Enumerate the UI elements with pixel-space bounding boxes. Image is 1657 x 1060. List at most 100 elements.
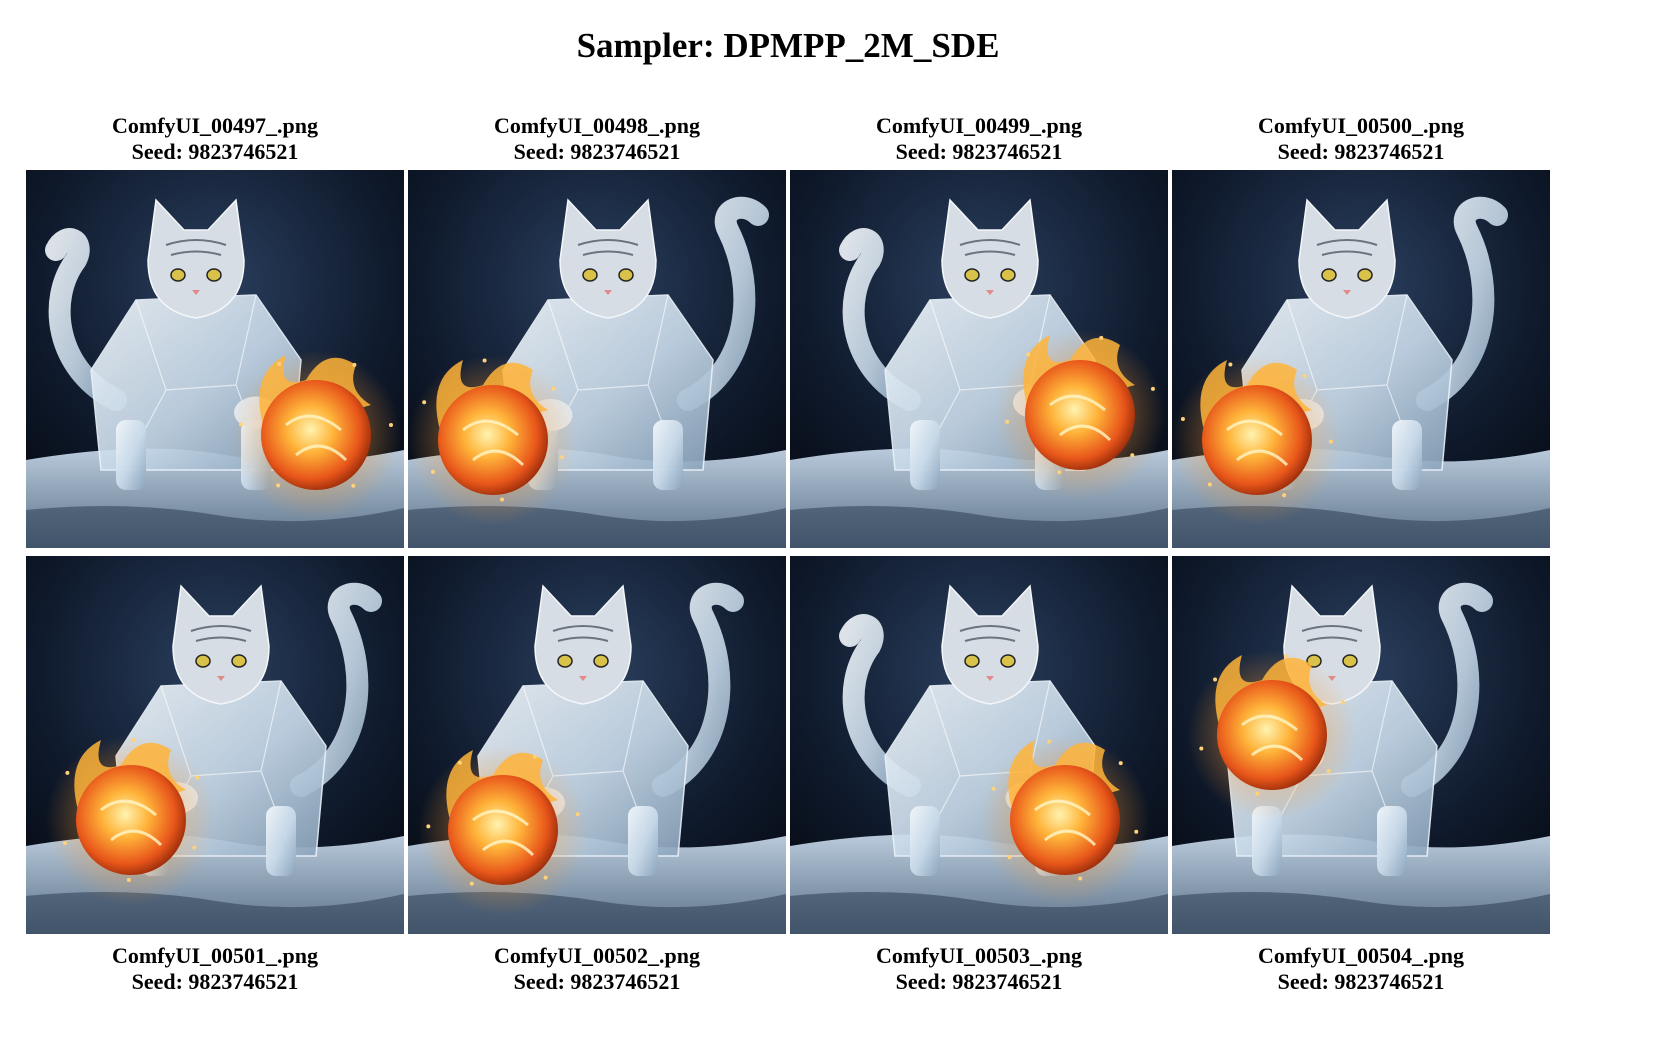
cat-leg: [910, 806, 940, 876]
ice-cat-fireball-image: [408, 556, 786, 934]
spark: [1228, 362, 1233, 367]
spark: [430, 469, 435, 474]
ice-cat-fireball-image: [408, 170, 786, 548]
fireball: [1025, 360, 1135, 470]
spark: [1005, 419, 1010, 424]
spark: [1026, 352, 1031, 357]
ice-cat-fireball-image: [26, 170, 404, 548]
spark: [1282, 493, 1287, 498]
spark: [500, 497, 505, 502]
cat-stripes: [959, 625, 1021, 642]
ice-cat-fireball-image: [26, 556, 404, 934]
image-seed: Seed: 9823746521: [513, 969, 681, 994]
cat-nose: [604, 290, 612, 295]
cat-tail: [839, 228, 921, 411]
spark: [1130, 453, 1135, 458]
spark: [126, 877, 131, 882]
spark: [62, 841, 67, 846]
spark: [1326, 768, 1331, 773]
spark: [1283, 654, 1288, 659]
image-filename: ComfyUI_00498_.png: [494, 113, 700, 138]
cat-leg: [266, 806, 296, 876]
spark: [65, 770, 70, 775]
image-caption: ComfyUI_00503_.png Seed: 9823746521: [790, 943, 1168, 995]
cat-eye: [231, 654, 247, 668]
spark: [131, 738, 136, 743]
cat-leg: [910, 420, 940, 490]
cat-eye: [593, 654, 609, 668]
floor-reflection: [790, 506, 1168, 548]
spark: [239, 422, 244, 427]
cat-tail: [652, 582, 744, 797]
spark: [1099, 335, 1104, 340]
image-filename: ComfyUI_00503_.png: [876, 943, 1082, 968]
spark: [469, 881, 474, 886]
image-tile[interactable]: [790, 556, 1168, 934]
image-tile[interactable]: [26, 170, 404, 548]
image-seed: Seed: 9823746521: [1277, 139, 1445, 164]
page-title: Sampler: DPMPP_2M_SDE: [576, 26, 1000, 65]
spark: [276, 483, 281, 488]
spark: [991, 786, 996, 791]
spark: [351, 483, 356, 488]
image-tile[interactable]: [408, 170, 786, 548]
spark: [1180, 416, 1185, 421]
fireball: [438, 385, 548, 495]
cat-stripes: [190, 625, 252, 642]
image-tile[interactable]: [1172, 556, 1550, 934]
cat-tail: [1416, 196, 1508, 411]
image-tile[interactable]: [408, 556, 786, 934]
spark: [1007, 855, 1012, 860]
cat-head: [1298, 198, 1396, 319]
cat-stripes: [552, 625, 614, 642]
spark: [1150, 386, 1155, 391]
fire-swirl: [462, 419, 525, 467]
cat-leg: [628, 806, 658, 876]
image-caption: ComfyUI_00504_.png Seed: 9823746521: [1172, 943, 1550, 995]
cat-head: [147, 198, 245, 319]
spark: [192, 845, 197, 850]
spark: [195, 775, 200, 780]
spark: [277, 361, 282, 366]
cat-nose: [192, 290, 200, 295]
cat-nose: [986, 676, 994, 681]
floor-reflection: [790, 892, 1168, 934]
cat-eye: [582, 268, 598, 282]
cat-stripes: [1301, 625, 1363, 642]
image-seed: Seed: 9823746521: [1277, 969, 1445, 994]
cat-head: [534, 584, 632, 705]
spark: [1134, 829, 1139, 834]
fireball: [76, 765, 186, 875]
cat-eye: [206, 268, 222, 282]
image-filename: ComfyUI_00497_.png: [112, 113, 318, 138]
fire-swirl: [472, 809, 535, 857]
fireball: [448, 775, 558, 885]
image-filename: ComfyUI_00504_.png: [1258, 943, 1464, 968]
spark: [1340, 700, 1345, 705]
cat-leg: [1252, 806, 1282, 876]
cat-stripes: [577, 239, 639, 256]
ice-cat-fireball-image: [1172, 556, 1550, 934]
fire-swirl: [100, 799, 163, 847]
spark: [1213, 677, 1218, 682]
fire-swirl: [1049, 394, 1112, 442]
floor-reflection: [1172, 892, 1550, 934]
image-seed: Seed: 9823746521: [895, 969, 1063, 994]
image-tile[interactable]: [26, 556, 404, 934]
cat-eye: [557, 654, 573, 668]
spark: [1057, 470, 1062, 475]
image-caption: ComfyUI_00499_.png Seed: 9823746521: [790, 113, 1168, 165]
fireball: [261, 380, 371, 490]
cat-tail: [839, 614, 921, 797]
spark: [457, 760, 462, 765]
fire-swirl: [1034, 799, 1097, 847]
cat-eye: [195, 654, 211, 668]
image-tile[interactable]: [1172, 170, 1550, 548]
spark: [482, 358, 487, 363]
image-seed: Seed: 9823746521: [513, 139, 681, 164]
fireball: [1217, 680, 1327, 790]
cat-tail: [677, 196, 769, 411]
spark: [543, 875, 548, 880]
image-tile[interactable]: [790, 170, 1168, 548]
cat-leg: [653, 420, 683, 490]
